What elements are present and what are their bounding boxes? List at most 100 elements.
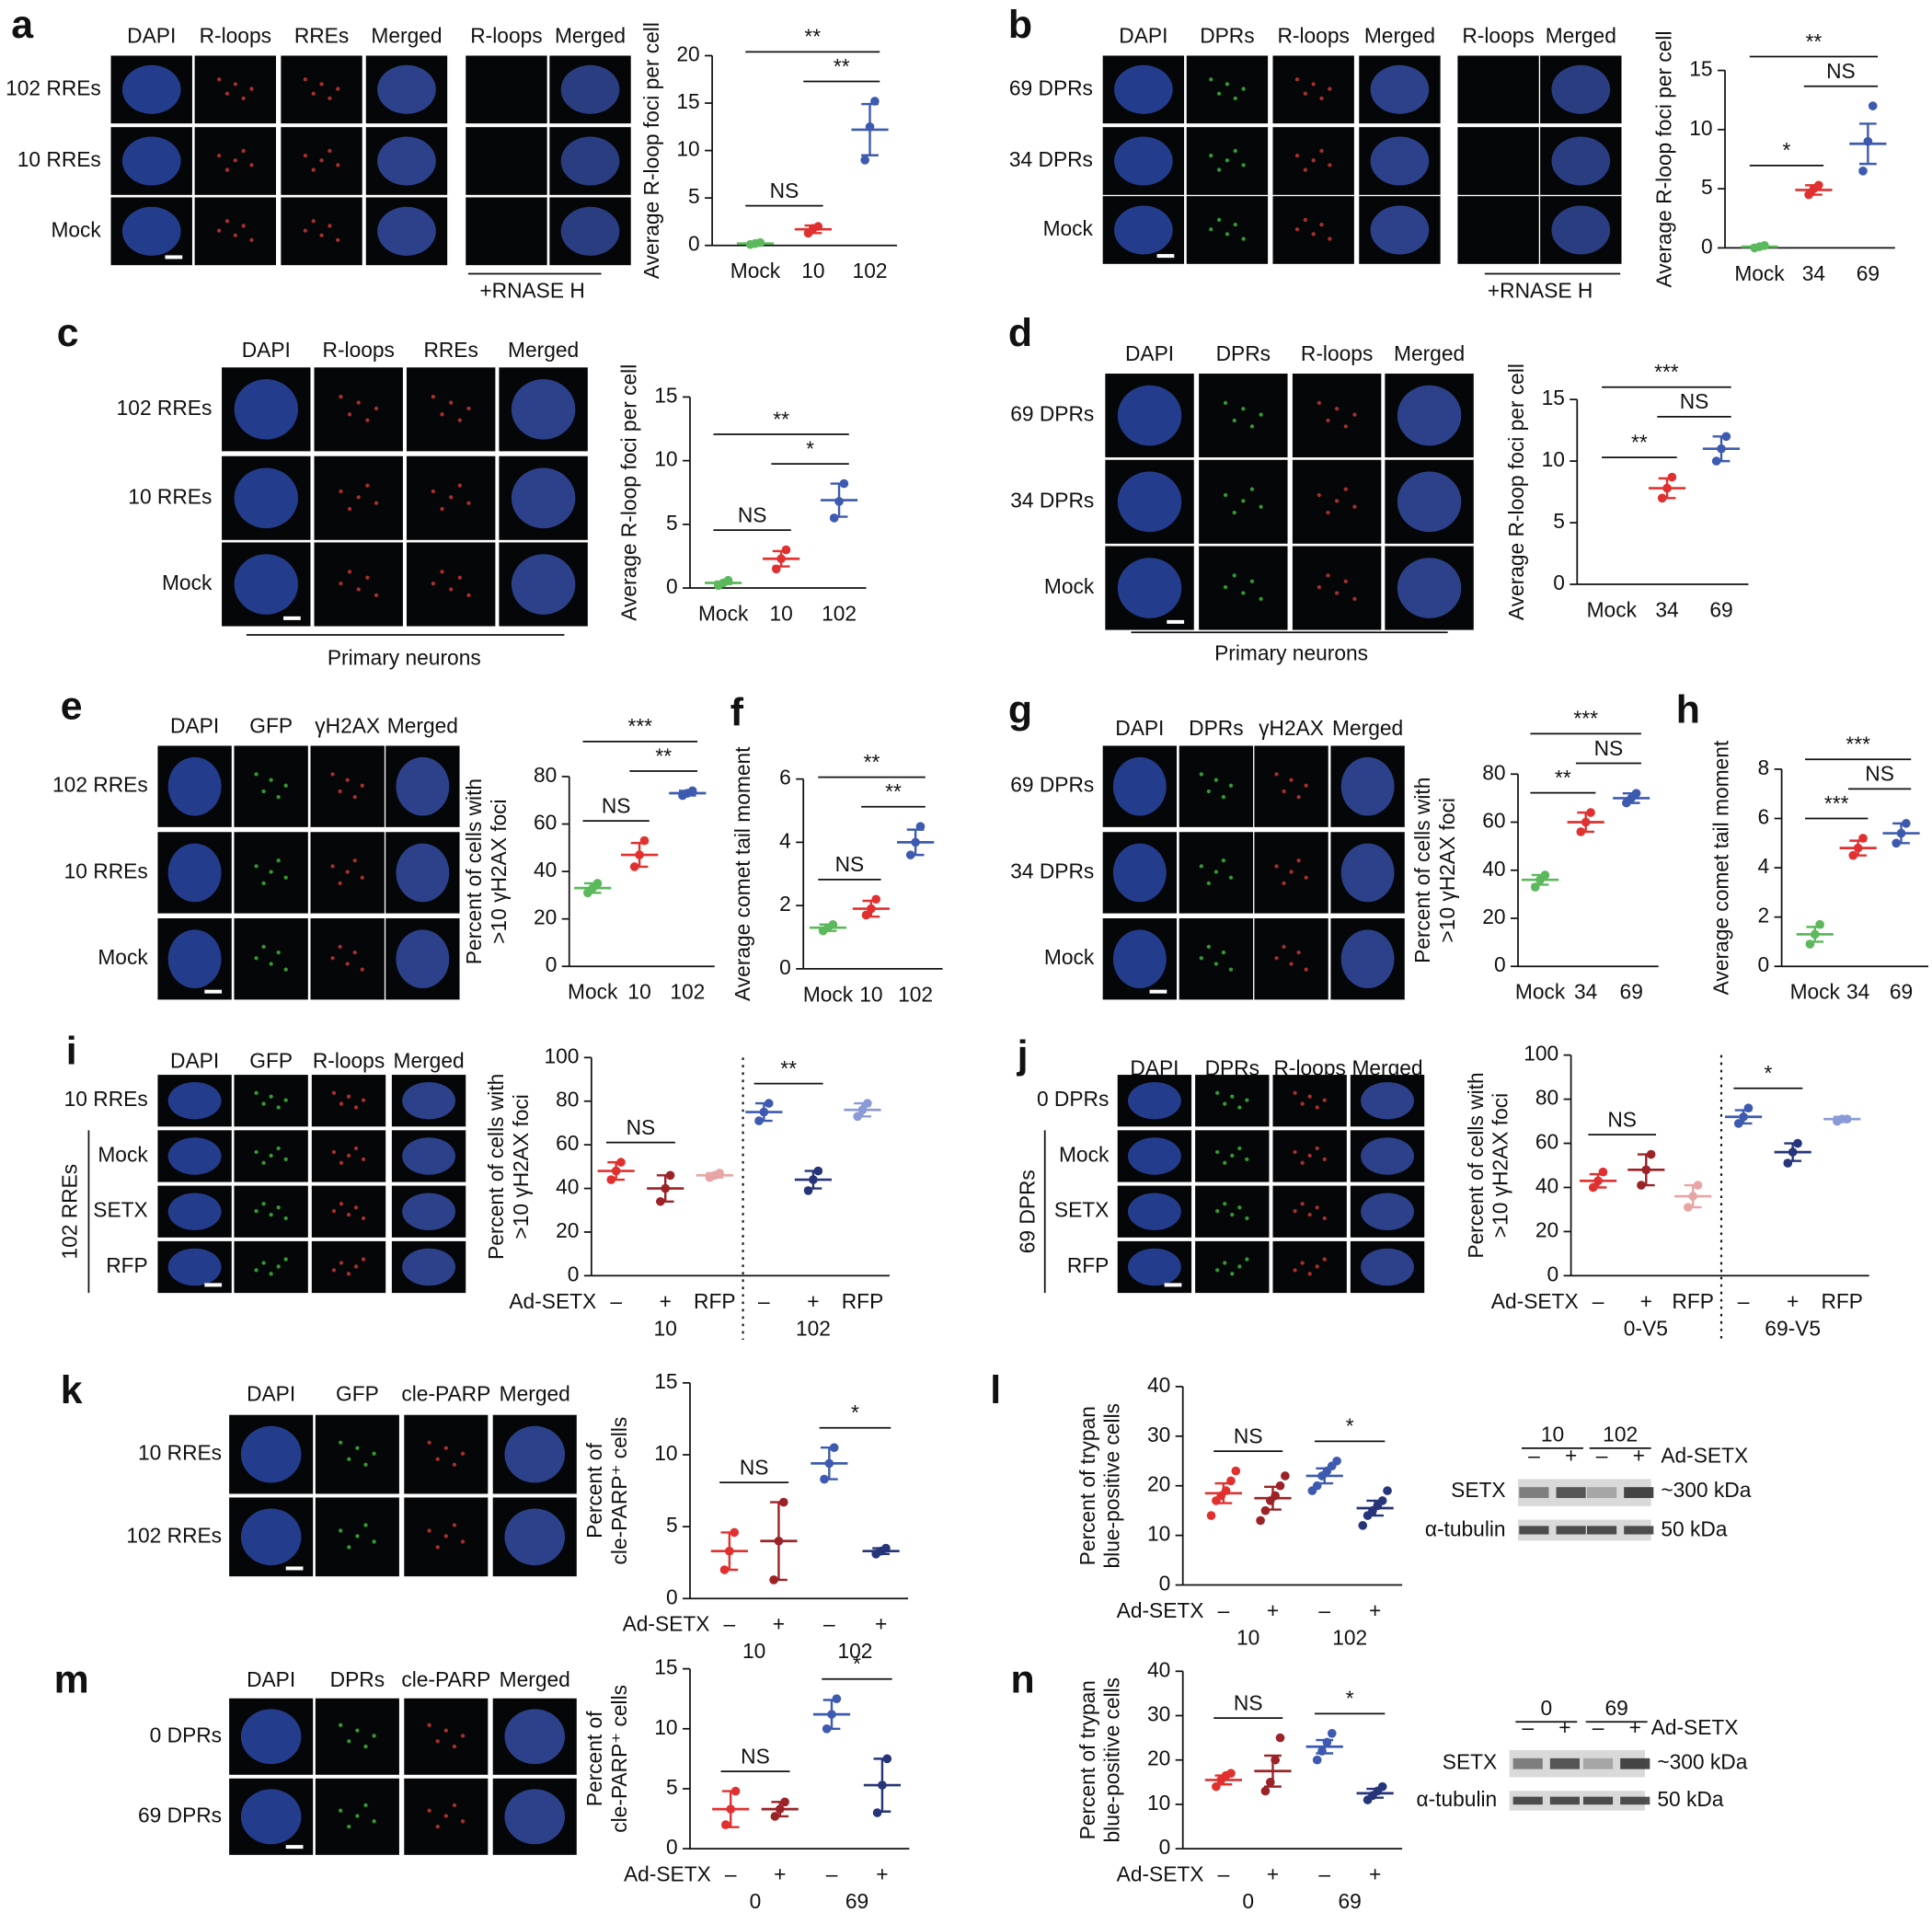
foci bbox=[269, 1094, 273, 1099]
y-tick-label: 2 bbox=[779, 892, 791, 916]
y-axis-label: Percent of cells with bbox=[462, 778, 486, 964]
foci bbox=[1245, 1098, 1249, 1102]
y-tick-label: 20 bbox=[1535, 1217, 1558, 1241]
foci bbox=[1315, 1105, 1319, 1110]
foci bbox=[339, 1528, 343, 1533]
y-tick-label: 0 bbox=[1494, 952, 1506, 976]
nucleus bbox=[1127, 1137, 1181, 1175]
column-header: DAPI bbox=[1125, 341, 1174, 365]
nucleus bbox=[121, 136, 181, 186]
row-label: 69 DPRs bbox=[1010, 773, 1094, 797]
foci bbox=[1228, 967, 1234, 972]
column-header: R-loops bbox=[1301, 341, 1373, 365]
y-tick-label: 10 bbox=[654, 1441, 677, 1465]
x-tick-label: 10 bbox=[859, 982, 882, 1006]
foci bbox=[361, 1157, 366, 1161]
column-header: DAPI bbox=[170, 713, 219, 737]
foci bbox=[345, 962, 350, 966]
blot-size-label: ~300 kDa bbox=[1661, 1478, 1751, 1502]
row-group-label: 102 RREs bbox=[58, 1164, 82, 1260]
foci bbox=[1326, 418, 1330, 423]
foci bbox=[1233, 148, 1237, 154]
nucleus bbox=[1112, 843, 1167, 903]
y-tick-label: 10 bbox=[654, 447, 677, 471]
significance-label: NS bbox=[1680, 389, 1709, 413]
x-tick-label: Mock bbox=[1790, 980, 1841, 1004]
significance-label: NS bbox=[835, 852, 865, 876]
foci bbox=[283, 1098, 288, 1102]
x-tick-label: + bbox=[774, 1862, 786, 1886]
significance-label: NS bbox=[627, 1115, 656, 1139]
foci bbox=[254, 1268, 259, 1273]
foci bbox=[319, 82, 324, 86]
blot-group-label: 102 bbox=[1603, 1422, 1638, 1446]
micrograph bbox=[1292, 374, 1382, 458]
nucleus bbox=[377, 64, 436, 114]
x-tick-label: 102 bbox=[853, 259, 888, 282]
column-header: DPRs bbox=[1216, 341, 1271, 365]
foci bbox=[1343, 487, 1348, 491]
row-label: SETX bbox=[93, 1198, 147, 1222]
foci bbox=[331, 1090, 337, 1095]
panel-letter: k bbox=[61, 1368, 83, 1412]
significance-label: * bbox=[1783, 138, 1791, 162]
y-tick-label: 80 bbox=[556, 1088, 579, 1112]
x-tick-label: – bbox=[610, 1289, 622, 1313]
panel-letter: b bbox=[1008, 3, 1032, 47]
nucleus bbox=[121, 206, 181, 256]
foci bbox=[1230, 1272, 1235, 1276]
foci bbox=[1199, 956, 1203, 961]
foci bbox=[339, 1160, 344, 1165]
nucleus bbox=[1112, 929, 1167, 988]
row-label: 69 DPRs bbox=[1009, 75, 1093, 99]
blot-row-label: SETX bbox=[1451, 1478, 1505, 1502]
y-axis-label: Percent of bbox=[582, 1711, 606, 1806]
row-label: Mock bbox=[162, 570, 213, 594]
foci bbox=[360, 783, 364, 788]
x-tick-label: Mock bbox=[698, 602, 749, 626]
foci bbox=[427, 1808, 431, 1813]
foci bbox=[1230, 1153, 1235, 1158]
column-header: Merged bbox=[371, 23, 442, 47]
foci bbox=[356, 587, 361, 592]
row-label: 34 DPRs bbox=[1010, 859, 1094, 882]
y-tick-label: 60 bbox=[1535, 1130, 1558, 1154]
foci bbox=[269, 1153, 273, 1158]
lane-label: + bbox=[1558, 1715, 1570, 1739]
foci bbox=[374, 406, 379, 411]
foci bbox=[254, 1209, 259, 1214]
blot-size-label: 50 kDa bbox=[1661, 1517, 1727, 1541]
foci bbox=[1223, 1101, 1227, 1106]
micrograph bbox=[314, 367, 403, 452]
scale-bar bbox=[204, 1283, 223, 1287]
data-point bbox=[1667, 472, 1677, 482]
row-label: RFP bbox=[106, 1253, 148, 1277]
micrograph bbox=[466, 127, 547, 195]
micrograph bbox=[1199, 374, 1288, 458]
y-tick-label: 2 bbox=[1758, 904, 1770, 928]
foci bbox=[1282, 789, 1286, 794]
y-tick-label: 60 bbox=[534, 811, 557, 835]
significance-label: NS bbox=[1234, 1690, 1263, 1714]
x-tick-label: + bbox=[1267, 1862, 1279, 1886]
foci bbox=[1322, 1257, 1327, 1262]
x-tick-label: + bbox=[875, 1612, 887, 1636]
foci bbox=[353, 1205, 359, 1210]
significance-label: ** bbox=[1806, 29, 1823, 53]
foci bbox=[360, 967, 364, 972]
foci bbox=[1245, 1157, 1249, 1161]
nucleus bbox=[511, 467, 576, 529]
foci bbox=[303, 77, 308, 82]
x-tick-label: 69 bbox=[1890, 980, 1913, 1004]
x-tick-label: 34 bbox=[1846, 980, 1869, 1004]
y-tick-label: 40 bbox=[1147, 1657, 1170, 1681]
foci bbox=[363, 1523, 368, 1527]
foci bbox=[224, 91, 230, 96]
foci bbox=[1213, 778, 1219, 782]
y-tick-label: 5 bbox=[666, 1513, 678, 1537]
foci bbox=[276, 1146, 281, 1151]
foci bbox=[440, 506, 444, 512]
foci bbox=[1289, 870, 1294, 874]
foci bbox=[345, 870, 350, 874]
foci bbox=[1259, 412, 1263, 417]
